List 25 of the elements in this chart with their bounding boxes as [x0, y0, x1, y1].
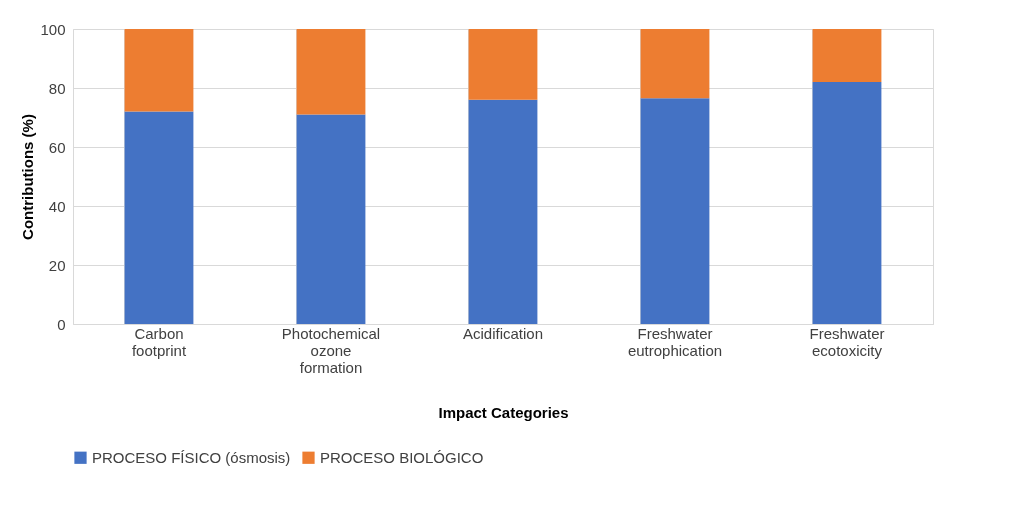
bar: [468, 29, 538, 100]
x-tick-label: Freshwater eutrophication: [627, 324, 723, 359]
y-tick-label: 40: [48, 197, 66, 215]
x-tick-label: Carbon footprint: [131, 324, 187, 359]
legend-label: PROCESO BIOLÓGICO: [320, 448, 484, 466]
y-axis-title: Contributions (%): [19, 114, 37, 240]
bar: [640, 29, 710, 99]
x-tick-label: Photochemical ozone formation: [281, 324, 381, 376]
x-tick-label: Freshwater ecotoxicity: [809, 324, 885, 359]
bar: [124, 111, 194, 324]
bar: [812, 82, 882, 324]
bar: [812, 29, 882, 83]
bar: [124, 29, 194, 112]
bar: [468, 99, 538, 324]
x-tick-label: Acidification: [462, 324, 544, 342]
y-tick-label: 80: [48, 79, 66, 97]
legend-label: PROCESO FÍSICO (ósmosis): [92, 448, 291, 466]
y-tick-label: 20: [48, 256, 66, 274]
y-tick-label: 0: [57, 315, 66, 333]
bar: [640, 98, 710, 324]
x-axis-title: Impact Categories: [438, 403, 569, 421]
y-tick-label: 100: [40, 20, 66, 38]
bar: [296, 114, 366, 324]
y-tick-label: 60: [48, 138, 66, 156]
bar: [296, 29, 366, 115]
